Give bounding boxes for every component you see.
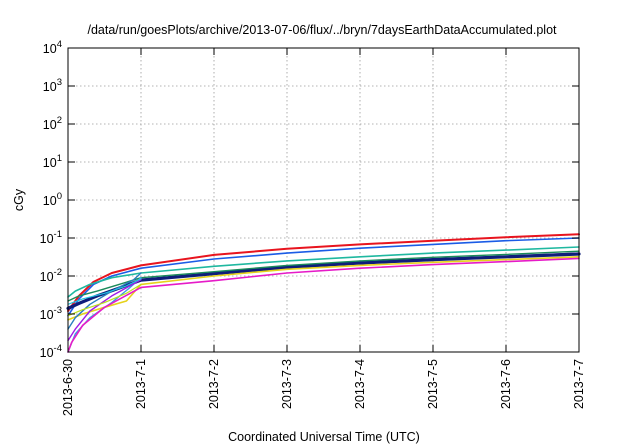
x-tick-label: 2013-7-2 xyxy=(207,359,221,409)
series-line xyxy=(67,279,142,342)
x-tick-labels: 2013-6-30 2013-7-1 2013-7-2 2013-7-3 2013-7-… xyxy=(61,359,586,416)
x-tick-label: 2013-6-30 xyxy=(61,359,75,416)
y-tick-exponent: -3 xyxy=(54,305,62,316)
x-tick-label: 2013-7-4 xyxy=(353,359,367,409)
y-tick-exponent: 0 xyxy=(57,191,62,202)
y-tick-exponent: 1 xyxy=(57,153,62,164)
y-tick-exponent: 2 xyxy=(57,115,62,126)
y-tick-label: 10-4 xyxy=(40,343,62,360)
y-tick-label: 100 xyxy=(43,191,62,208)
y-axis-label: cGy xyxy=(12,188,26,211)
series-line xyxy=(67,246,580,298)
y-tick-exponent: -1 xyxy=(54,229,62,240)
chart-title: /data/run/goesPlots/archive/2013-07-06/f… xyxy=(87,23,557,37)
series-line xyxy=(67,233,580,312)
x-tick-label: 2013-7-5 xyxy=(426,359,440,409)
series-line xyxy=(67,250,580,302)
axis-ticks xyxy=(67,47,580,353)
series-layer xyxy=(66,233,581,353)
y-tick-label: 103 xyxy=(43,77,62,94)
x-tick-label: 2013-7-6 xyxy=(499,359,513,409)
y-tick-exponent: -4 xyxy=(54,343,62,354)
y-tick-exponent: -2 xyxy=(54,267,62,278)
y-tick-label: 10-3 xyxy=(40,305,62,322)
x-tick-label: 2013-7-3 xyxy=(280,359,294,409)
y-tick-exponent: 3 xyxy=(57,77,62,88)
series-line xyxy=(67,255,580,321)
y-tick-label: 101 xyxy=(43,153,62,170)
series-line xyxy=(67,272,142,330)
series-line xyxy=(66,252,581,310)
y-tick-exponent: 4 xyxy=(57,39,62,50)
x-tick-label: 2013-7-1 xyxy=(134,359,148,409)
y-tick-label: 10-2 xyxy=(40,267,62,284)
y-tick-label: 104 xyxy=(43,39,62,56)
y-tick-label: 10-1 xyxy=(40,229,62,246)
series-line xyxy=(67,237,580,317)
x-tick-label: 2013-7-7 xyxy=(572,359,586,409)
series-line xyxy=(67,278,142,305)
y-tick-label: 102 xyxy=(43,115,62,132)
x-axis-label: Coordinated Universal Time (UTC) xyxy=(228,430,420,444)
series-line xyxy=(67,283,142,317)
grid-lines xyxy=(68,48,579,352)
series-line xyxy=(67,257,580,353)
